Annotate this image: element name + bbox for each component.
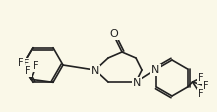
Text: F: F — [198, 73, 203, 83]
Text: N: N — [91, 66, 99, 76]
Text: F: F — [33, 61, 39, 71]
Text: N: N — [133, 78, 141, 88]
Text: F: F — [203, 81, 208, 91]
Text: F: F — [23, 59, 29, 69]
Text: F: F — [25, 66, 31, 76]
Text: O: O — [110, 29, 118, 39]
Text: F: F — [198, 89, 203, 99]
Text: N: N — [151, 65, 159, 75]
Text: F: F — [18, 58, 24, 68]
